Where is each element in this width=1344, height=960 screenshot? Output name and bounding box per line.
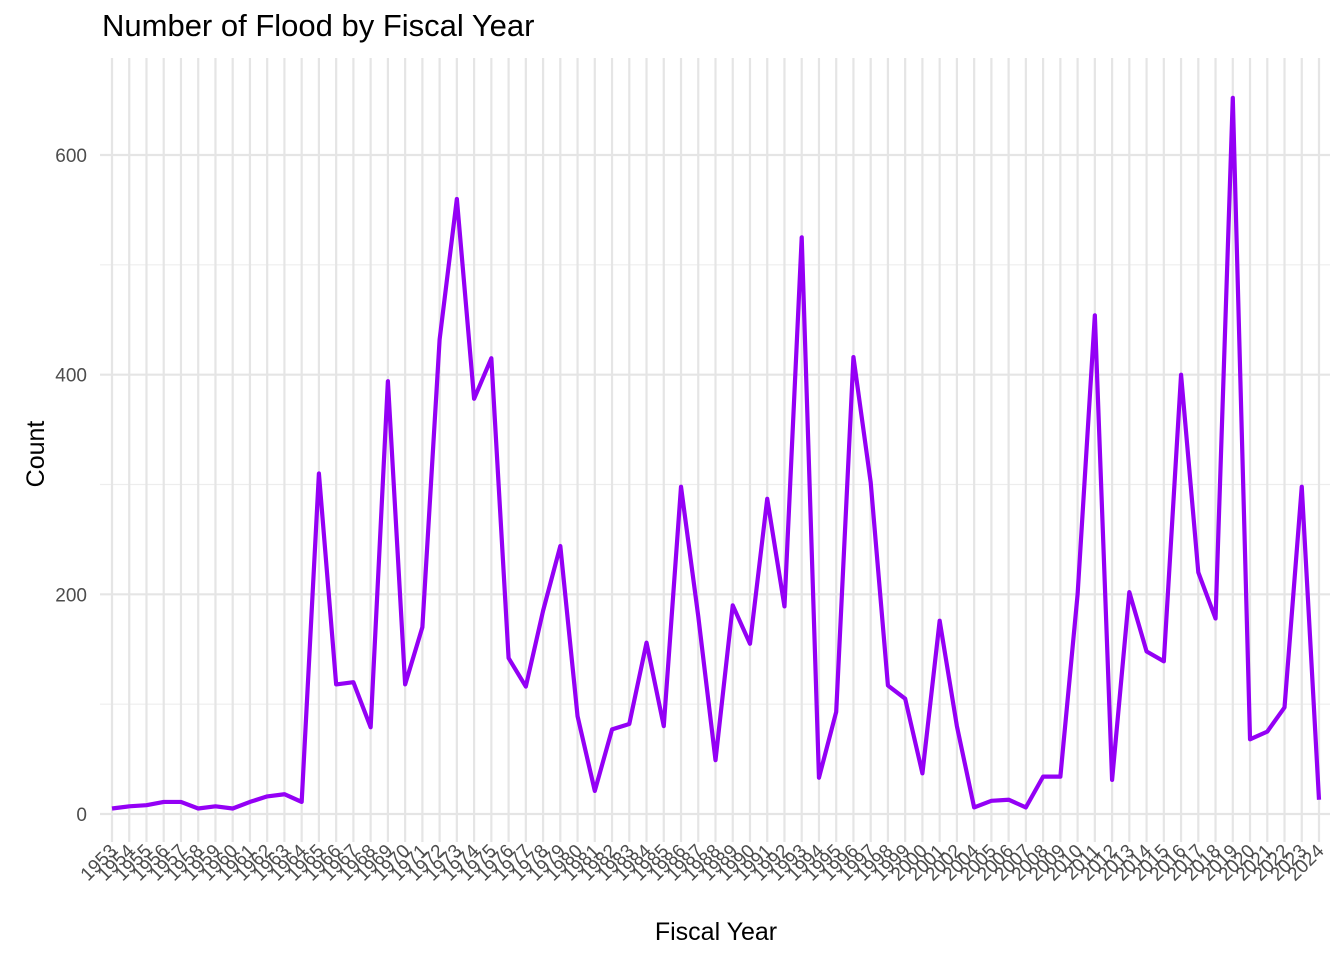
data-point bbox=[1265, 730, 1269, 734]
data-point bbox=[196, 807, 200, 811]
grid-major bbox=[100, 58, 1330, 842]
y-axis-title: Count bbox=[22, 421, 50, 488]
data-point bbox=[645, 641, 649, 645]
data-point bbox=[300, 800, 304, 804]
data-point bbox=[696, 614, 700, 618]
data-point bbox=[1248, 737, 1252, 741]
data-point bbox=[1093, 313, 1097, 317]
data-point bbox=[386, 379, 390, 383]
data-point bbox=[110, 807, 114, 811]
data-point bbox=[265, 794, 269, 798]
data-point bbox=[1076, 592, 1080, 596]
data-point bbox=[1162, 659, 1166, 663]
data-point bbox=[800, 235, 804, 239]
data-point bbox=[903, 697, 907, 701]
data-point bbox=[817, 776, 821, 780]
data-point bbox=[869, 480, 873, 484]
data-point bbox=[1041, 775, 1045, 779]
data-point bbox=[558, 544, 562, 548]
data-point bbox=[369, 725, 373, 729]
data-point bbox=[989, 799, 993, 803]
y-tick-label: 600 bbox=[55, 146, 87, 167]
data-point bbox=[834, 710, 838, 714]
data-point bbox=[179, 800, 183, 804]
data-point bbox=[938, 619, 942, 623]
data-point bbox=[1110, 778, 1114, 782]
data-point bbox=[403, 682, 407, 686]
data-point bbox=[317, 472, 321, 476]
data-point bbox=[1317, 798, 1321, 802]
series-layer bbox=[110, 95, 1322, 811]
y-tick-label: 400 bbox=[55, 366, 87, 387]
data-point bbox=[507, 656, 511, 660]
data-point bbox=[593, 789, 597, 793]
y-tick-label: 0 bbox=[76, 805, 87, 826]
data-point bbox=[524, 685, 528, 689]
data-point bbox=[1024, 805, 1028, 809]
data-point bbox=[1196, 570, 1200, 574]
data-point bbox=[662, 724, 666, 728]
data-point bbox=[282, 792, 286, 796]
data-point bbox=[213, 804, 217, 808]
data-point bbox=[248, 800, 252, 804]
data-point bbox=[1283, 705, 1287, 709]
data-point bbox=[627, 722, 631, 726]
data-point bbox=[955, 724, 959, 728]
data-point bbox=[1058, 775, 1062, 779]
data-point bbox=[1300, 485, 1304, 489]
data-point bbox=[1214, 616, 1218, 620]
chart-title: Number of Flood by Fiscal Year bbox=[102, 8, 535, 43]
data-point bbox=[714, 758, 718, 762]
data-point bbox=[334, 682, 338, 686]
data-point bbox=[1007, 798, 1011, 802]
data-point bbox=[144, 803, 148, 807]
data-point bbox=[610, 727, 614, 731]
data-point bbox=[472, 397, 476, 401]
data-point bbox=[851, 355, 855, 359]
y-tick-label: 200 bbox=[55, 585, 87, 606]
data-point bbox=[420, 625, 424, 629]
data-point bbox=[782, 604, 786, 608]
data-point bbox=[489, 356, 493, 360]
x-tick-labels: 1953195419551956195719581959196019611962… bbox=[77, 840, 1329, 885]
data-point bbox=[127, 804, 131, 808]
data-point bbox=[576, 714, 580, 718]
data-point bbox=[748, 642, 752, 646]
data-point bbox=[1145, 649, 1149, 653]
data-point bbox=[920, 771, 924, 775]
x-axis-title: Fiscal Year bbox=[655, 918, 777, 946]
data-point bbox=[1179, 373, 1183, 377]
data-point bbox=[1231, 96, 1235, 100]
y-tick-labels: 0 200 400 600 bbox=[55, 146, 87, 826]
data-point bbox=[731, 603, 735, 607]
series-line bbox=[111, 95, 1322, 811]
data-point bbox=[972, 805, 976, 809]
data-point bbox=[1127, 590, 1131, 594]
data-point bbox=[886, 683, 890, 687]
data-point bbox=[679, 485, 683, 489]
data-point bbox=[765, 497, 769, 501]
data-point bbox=[162, 800, 166, 804]
data-point bbox=[351, 680, 355, 684]
data-point bbox=[438, 338, 442, 342]
data-point bbox=[455, 197, 459, 201]
data-point bbox=[541, 609, 545, 613]
data-point bbox=[231, 807, 235, 811]
